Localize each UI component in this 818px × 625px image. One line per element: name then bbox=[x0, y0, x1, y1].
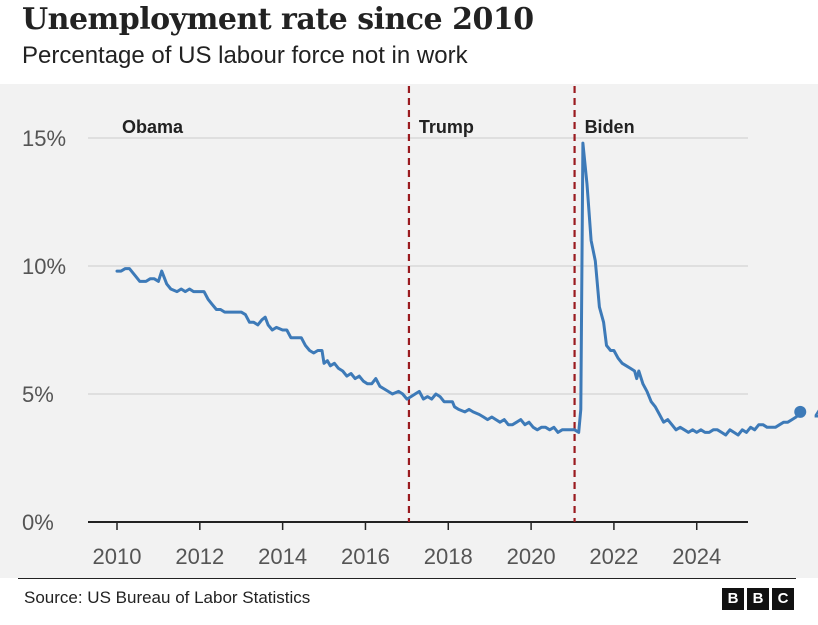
y-tick-label: 10% bbox=[22, 254, 66, 279]
x-tick-label: 2018 bbox=[424, 544, 473, 569]
x-tick-label: 2024 bbox=[672, 544, 721, 569]
footer-divider bbox=[18, 578, 796, 579]
x-tick-label: 2012 bbox=[175, 544, 224, 569]
chart-panel: 0% 5% 10% 15% 2010 2012 2014 2016 2018 2020 2022 20… bbox=[0, 84, 818, 578]
bbc-logo-letter: C bbox=[772, 588, 794, 610]
line-chart: 0% 5% 10% 15% 2010 2012 2014 2016 2018 2020 2022 20… bbox=[22, 86, 818, 569]
x-tick-label: 2020 bbox=[507, 544, 556, 569]
chart-subtitle: Percentage of US labour force not in wor… bbox=[22, 42, 468, 69]
x-tick-label: 2016 bbox=[341, 544, 390, 569]
bbc-logo: B B C bbox=[722, 588, 794, 610]
y-tick-label: 0% bbox=[22, 510, 54, 535]
chart-title: Unemployment rate since 2010 bbox=[22, 2, 534, 37]
series-end-point bbox=[794, 405, 807, 418]
x-tick-label: 2010 bbox=[93, 544, 142, 569]
period-label: Biden bbox=[585, 117, 635, 137]
bbc-logo-letter: B bbox=[747, 588, 769, 610]
x-tick-label: 2014 bbox=[258, 544, 307, 569]
x-tick-label: 2022 bbox=[589, 544, 638, 569]
y-tick-label: 5% bbox=[22, 382, 54, 407]
y-tick-label: 15% bbox=[22, 126, 66, 151]
period-label: Trump bbox=[419, 117, 474, 137]
bbc-logo-letter: B bbox=[722, 588, 744, 610]
source-note: Source: US Bureau of Labor Statistics bbox=[24, 588, 311, 607]
series-end-label: 4.3% bbox=[814, 399, 818, 427]
series-line bbox=[115, 141, 802, 437]
period-label: Obama bbox=[122, 117, 184, 137]
